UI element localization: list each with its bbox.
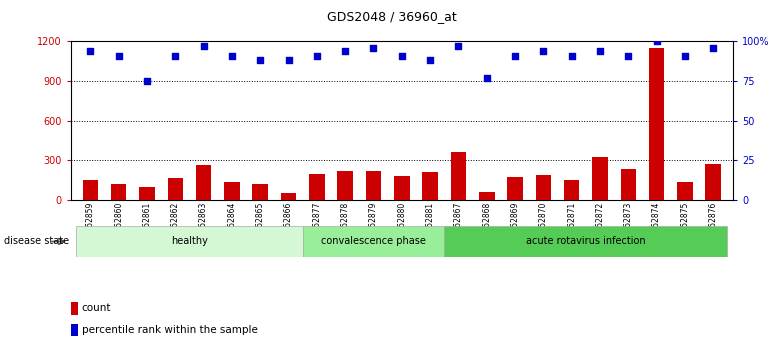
Bar — [649, 48, 664, 200]
Point — [396, 53, 408, 58]
Bar — [196, 165, 212, 200]
Bar — [423, 172, 438, 200]
Text: healthy: healthy — [171, 237, 208, 246]
Bar — [252, 184, 268, 200]
Bar — [620, 169, 636, 200]
Point — [650, 39, 662, 44]
Point — [707, 45, 720, 50]
Bar — [224, 182, 240, 200]
Text: percentile rank within the sample: percentile rank within the sample — [82, 325, 257, 335]
Text: count: count — [82, 303, 111, 313]
Bar — [706, 164, 721, 200]
Point — [593, 48, 606, 54]
Bar — [111, 184, 126, 200]
Point — [679, 53, 691, 58]
Bar — [71, 302, 78, 315]
Bar — [168, 178, 183, 200]
Point — [84, 48, 96, 54]
Point — [622, 53, 634, 58]
Bar — [445, 226, 728, 257]
Bar — [677, 181, 693, 200]
Point — [282, 58, 295, 63]
Bar — [140, 187, 154, 200]
Point — [339, 48, 351, 54]
Bar — [479, 191, 495, 200]
Bar — [507, 177, 523, 200]
Point — [509, 53, 521, 58]
Point — [537, 48, 550, 54]
Text: acute rotavirus infection: acute rotavirus infection — [526, 237, 646, 246]
Text: disease state: disease state — [4, 237, 69, 246]
Bar — [309, 174, 325, 200]
Text: convalescence phase: convalescence phase — [321, 237, 426, 246]
Point — [481, 75, 493, 81]
Bar — [303, 226, 445, 257]
Bar — [564, 180, 579, 200]
Bar — [82, 180, 98, 200]
Point — [367, 45, 379, 50]
Bar — [535, 175, 551, 200]
Point — [310, 53, 323, 58]
Point — [565, 53, 578, 58]
Bar — [451, 152, 466, 200]
Point — [169, 53, 182, 58]
Point — [254, 58, 267, 63]
Bar — [365, 171, 381, 200]
Bar — [71, 324, 78, 336]
Point — [140, 78, 153, 84]
Bar — [337, 171, 353, 200]
Point — [226, 53, 238, 58]
Bar — [592, 157, 608, 200]
Point — [112, 53, 125, 58]
Text: GDS2048 / 36960_at: GDS2048 / 36960_at — [327, 10, 457, 23]
Bar — [76, 226, 303, 257]
Bar — [281, 193, 296, 200]
Point — [452, 43, 465, 49]
Point — [198, 43, 210, 49]
Bar — [394, 176, 409, 200]
Point — [424, 58, 437, 63]
